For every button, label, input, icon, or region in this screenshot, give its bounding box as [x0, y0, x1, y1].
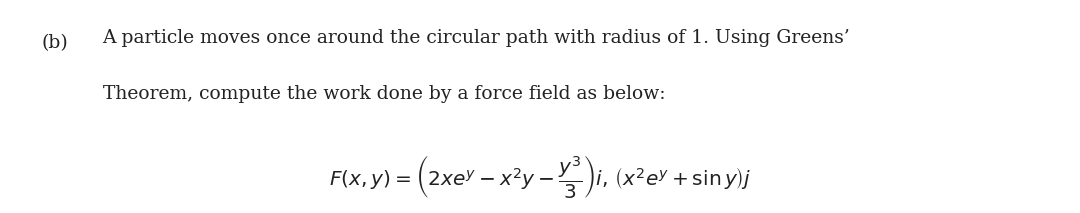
Text: (b): (b) — [41, 34, 68, 52]
Text: $\mathit{F}(x, y) = \left(2xe^{y} - x^{2}y - \dfrac{y^{3}}{3}\right)\mathit{i},\: $\mathit{F}(x, y) = \left(2xe^{y} - x^{2… — [328, 153, 752, 200]
Text: A particle moves once around the circular path with radius of 1. Using Greens’: A particle moves once around the circula… — [103, 29, 850, 47]
Text: Theorem, compute the work done by a force field as below:: Theorem, compute the work done by a forc… — [103, 85, 665, 103]
